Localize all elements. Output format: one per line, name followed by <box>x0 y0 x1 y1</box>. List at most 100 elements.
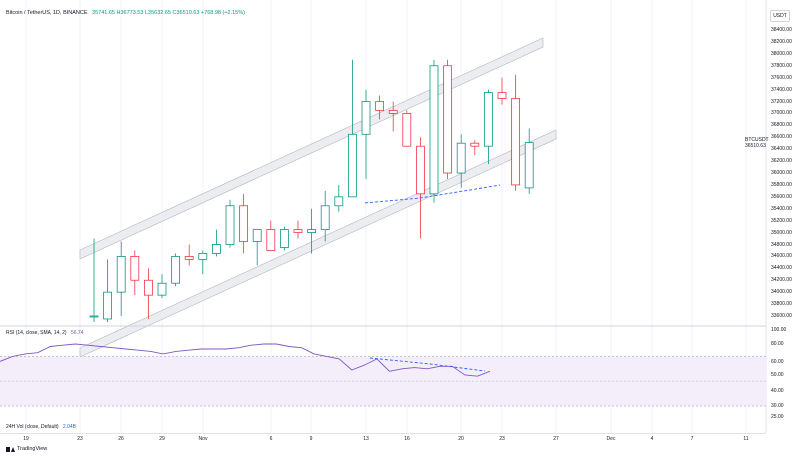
candle-body <box>130 256 140 281</box>
volume-value: 2.04B <box>62 424 76 430</box>
time-label: 20 <box>458 436 464 442</box>
candle-body <box>320 205 330 231</box>
time-label: Nov <box>198 436 208 442</box>
price-tick: 34600.00 <box>771 253 792 260</box>
ohlc-values: 35741.65 H36773.53 L35632.65 C36510.63 +… <box>92 10 245 16</box>
candle-body <box>511 98 521 186</box>
price-tick: 37800.00 <box>771 62 792 69</box>
rsi-title: RSI (14, close, SMA, 14, 2) <box>6 330 67 336</box>
rsi-tick: 30.00 <box>771 403 784 409</box>
price-tick: 36400.00 <box>771 146 792 153</box>
time-label: Dec <box>606 436 616 442</box>
candle-body <box>375 101 385 111</box>
candle-body <box>266 229 276 251</box>
time-label: 23 <box>499 436 505 442</box>
candle-body <box>334 196 344 207</box>
rsi-tick: 60.00 <box>771 359 784 365</box>
dashed-trendline <box>364 184 501 204</box>
price-tick: 38000.00 <box>771 50 792 57</box>
candle-body <box>184 256 194 260</box>
candle-body <box>143 279 153 296</box>
rsi-tick: 50.00 <box>771 372 784 378</box>
candle-body <box>198 253 208 260</box>
candle-body <box>239 205 249 242</box>
candle-body <box>483 92 493 147</box>
candle-body <box>116 256 126 293</box>
time-label: 19 <box>23 436 29 442</box>
rsi-tick: 40.00 <box>771 388 784 394</box>
price-tick: 33800.00 <box>771 301 792 308</box>
price-tick: 36600.00 <box>771 134 792 141</box>
candle-body <box>361 101 371 135</box>
chart-header: Bitcoin / TetherUS, 1D, BINANCE 35741.65… <box>6 10 245 16</box>
candle-body <box>347 133 357 198</box>
candle-body <box>211 244 221 254</box>
price-tick: 37000.00 <box>771 110 792 117</box>
volume-title: 24H Vol (close, Default) <box>6 424 59 430</box>
price-tick: 38200.00 <box>771 38 792 45</box>
candle-body <box>103 291 112 320</box>
candle-body <box>293 229 303 233</box>
time-label: 6 <box>269 436 273 442</box>
dashed-support-line <box>364 184 501 204</box>
price-tick: 38400.00 <box>771 27 792 33</box>
candle-body <box>415 145 425 195</box>
rsi-legend[interactable]: RSI (14, close, SMA, 14, 2) 56.74 <box>6 330 84 336</box>
time-label: 23 <box>77 436 83 442</box>
candle-body <box>497 92 507 99</box>
candle-body <box>171 256 181 284</box>
candle-body <box>402 113 412 147</box>
time-label: 26 <box>118 436 124 442</box>
price-tick: 36200.00 <box>771 158 792 165</box>
price-channel <box>79 37 557 358</box>
last-price-label: BTCUSDT 36510.63 <box>745 137 769 149</box>
channel-band <box>79 37 544 260</box>
volume-legend[interactable]: 24H Vol (close, Default) 2.04B <box>6 424 76 430</box>
price-tick: 37400.00 <box>771 86 792 93</box>
rsi-pane <box>0 343 766 407</box>
symbol-title[interactable]: Bitcoin / TetherUS, 1D, BINANCE <box>6 10 88 16</box>
candle-body <box>388 110 398 114</box>
time-label: 11 <box>743 436 749 442</box>
price-tick: 35200.00 <box>771 217 792 224</box>
rsi-scale[interactable]: 100.00 80.00 60.00 50.00 40.00 30.00 25.00 <box>766 326 800 424</box>
candles <box>89 59 534 322</box>
price-tick: 34000.00 <box>771 289 792 296</box>
candle-body <box>429 65 439 195</box>
time-label: 7 <box>690 436 694 442</box>
currency-badge[interactable]: USDT <box>770 10 790 22</box>
time-label: 27 <box>553 436 559 442</box>
price-tick: 37200.00 <box>771 98 792 105</box>
price-tick: 34800.00 <box>771 241 792 248</box>
candle-body <box>443 65 453 174</box>
price-tick: 36000.00 <box>771 170 792 176</box>
price-tick: 35800.00 <box>771 181 792 188</box>
logo-text: TradingView <box>17 446 48 452</box>
rsi-tick: 100.00 <box>771 327 787 333</box>
rsi-tick: 25.00 <box>771 414 784 420</box>
time-label: 29 <box>159 436 165 442</box>
tradingview-logo-icon <box>6 446 15 452</box>
candle-body <box>225 205 235 245</box>
price-tick: 34400.00 <box>771 265 792 272</box>
time-axis[interactable]: 19 23 26 29 Nov 6 9 13 16 20 23 27 Dec 4 7 11 <box>0 433 766 448</box>
price-tick: 33600.00 <box>771 313 792 319</box>
price-tick: 34200.00 <box>771 277 792 284</box>
candle-body <box>252 229 262 242</box>
rsi-value: 56.74 <box>70 330 84 336</box>
time-label: 16 <box>404 436 410 442</box>
price-tick: 35400.00 <box>771 205 792 212</box>
time-label: 4 <box>650 436 654 442</box>
price-label-value: 36510.63 <box>745 143 766 149</box>
price-scale[interactable]: 38400.00 38200.00 38000.00 37800.00 37600.00… <box>766 20 800 326</box>
tradingview-logo[interactable]: TradingView <box>6 446 47 452</box>
time-label: 13 <box>363 436 369 442</box>
price-tick: 37600.00 <box>771 74 792 81</box>
rsi-line <box>0 343 491 377</box>
rsi-band-fill <box>0 356 766 406</box>
time-label: 9 <box>309 436 313 442</box>
candle-body <box>89 315 99 318</box>
price-tick: 36800.00 <box>771 122 792 129</box>
candle-body <box>524 142 534 189</box>
